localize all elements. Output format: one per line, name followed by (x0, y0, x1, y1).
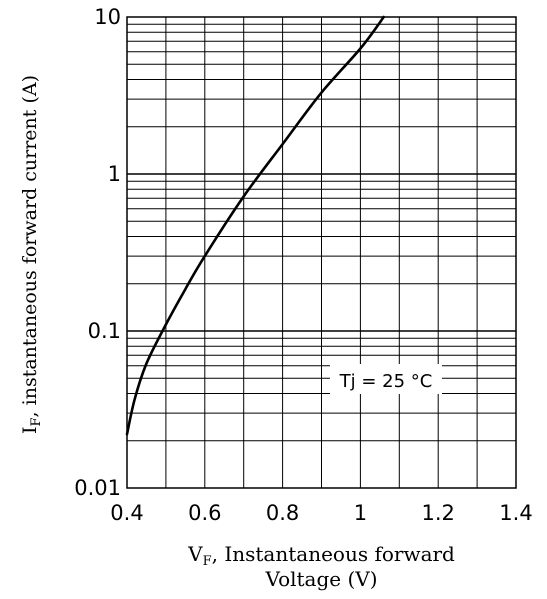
y-axis-title-subscript: F (29, 417, 44, 426)
x-tick-label: 1 (354, 501, 367, 525)
x-tick-label: 0.8 (266, 501, 299, 525)
y-axis-title: IF, instantaneous forward current (A) (19, 75, 44, 434)
y-axis-title-main: I (19, 426, 41, 434)
temperature-annotation: Tj = 25 °C (330, 364, 442, 394)
y-axis-title-rest: , instantaneous forward current (A) (19, 75, 41, 417)
x-axis-title-subscript: F (203, 554, 212, 569)
y-tick-label: 1 (108, 162, 121, 186)
x-tick-label: 1.2 (421, 501, 454, 525)
x-axis-title: VF, Instantaneous forward (187, 542, 455, 569)
x-tick-label: 0.4 (110, 501, 143, 525)
x-axis-title-main: V (187, 542, 203, 566)
x-axis-title-line2: Voltage (V) (264, 567, 377, 591)
x-axis-title-rest: , Instantaneous forward (212, 542, 455, 566)
y-tick-label: 10 (94, 5, 121, 29)
x-tick-label: 0.6 (188, 501, 221, 525)
x-tick-label: 1.4 (499, 501, 532, 525)
annotation-label: Tj = 25 °C (339, 371, 433, 392)
y-tick-label: 0.01 (74, 476, 121, 500)
y-tick-label: 0.1 (88, 319, 121, 343)
